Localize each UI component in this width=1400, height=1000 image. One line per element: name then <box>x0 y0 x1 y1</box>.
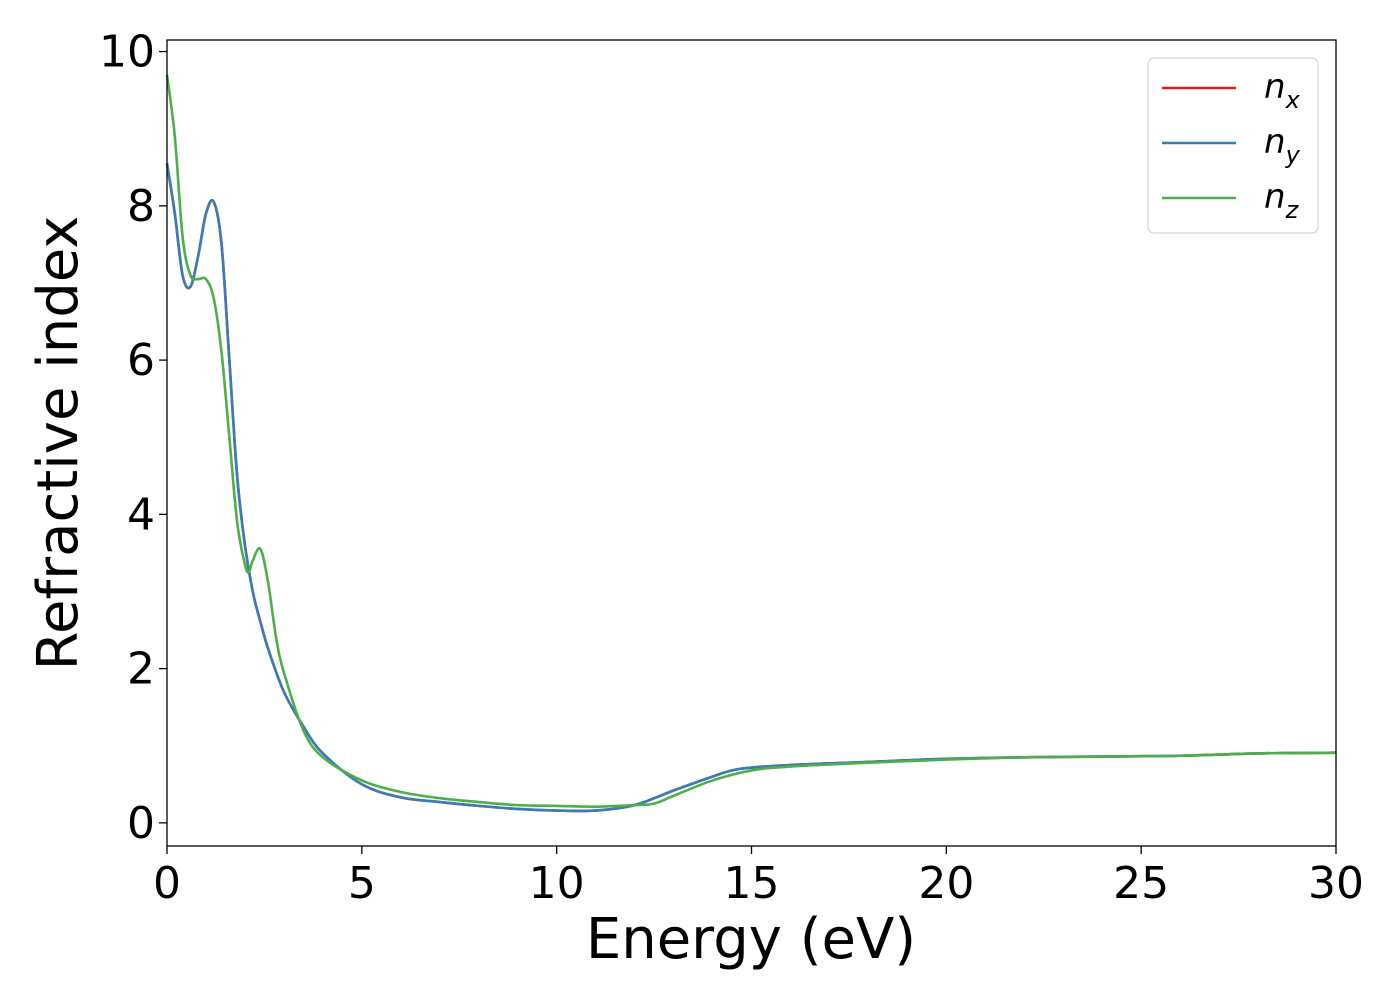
y-axis-ticks: 0 2 4 6 8 10 <box>99 27 167 849</box>
x-tick-label: 5 <box>348 858 376 909</box>
x-tick-label: 0 <box>153 858 181 909</box>
x-tick-label: 30 <box>1308 858 1364 909</box>
legend-label-nz: nz <box>1264 177 1300 224</box>
x-tick-label: 20 <box>918 858 974 909</box>
legend-label-nx: nx <box>1264 67 1301 114</box>
x-tick-label: 10 <box>529 858 585 909</box>
series-layer <box>165 74 1337 813</box>
y-tick-label: 4 <box>127 489 155 540</box>
legend-box <box>1147 57 1319 234</box>
y-tick-label: 0 <box>127 798 155 849</box>
y-tick-label: 6 <box>127 335 155 386</box>
x-tick-label: 25 <box>1113 858 1169 909</box>
y-tick-label: 8 <box>127 181 155 232</box>
y-tick-label: 10 <box>99 27 155 78</box>
plot-area <box>167 40 1336 846</box>
y-axis-title: Refractive index <box>26 216 91 671</box>
series-line-nz <box>165 74 1337 808</box>
y-tick-label: 2 <box>127 644 155 695</box>
x-axis-title: Energy (eV) <box>586 907 916 972</box>
x-tick-label: 15 <box>724 858 780 909</box>
x-axis-ticks: 0 5 10 15 20 25 30 <box>153 846 1364 909</box>
legend-label-ny: ny <box>1264 122 1301 169</box>
legend: nx ny nz <box>1147 57 1319 234</box>
